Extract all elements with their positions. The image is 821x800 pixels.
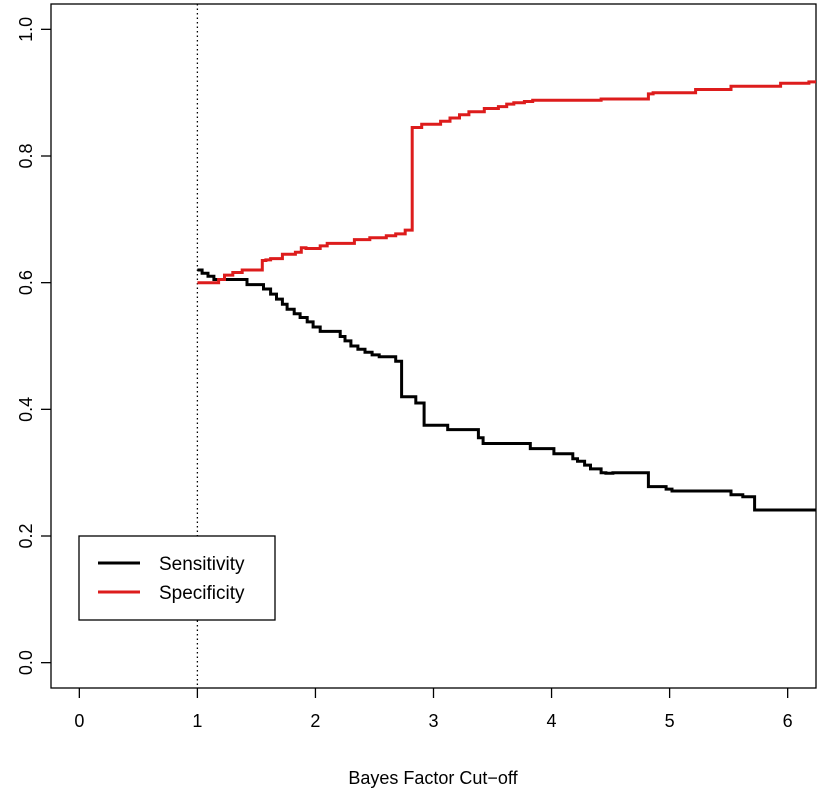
y-tick-label: 0.4 <box>16 397 36 422</box>
y-tick-label: 0.6 <box>16 270 36 295</box>
x-axis-title: Bayes Factor Cut−off <box>348 768 518 788</box>
legend-label-specificity: Specificity <box>159 583 245 604</box>
y-axis: 0.0 0.2 0.4 0.6 0.8 1.0 <box>16 17 51 675</box>
series-line-sensitivity <box>197 268 816 512</box>
x-tick-label: 6 <box>783 711 793 731</box>
x-tick-label: 4 <box>547 711 557 731</box>
series-line-specificity <box>197 80 816 285</box>
y-tick-label: 0.2 <box>16 523 36 548</box>
x-tick-label: 5 <box>665 711 675 731</box>
y-tick-label: 0.0 <box>16 650 36 675</box>
x-axis: 0 1 2 3 4 5 6 <box>74 688 793 731</box>
legend-label-sensitivity: Sensitivity <box>159 554 245 575</box>
legend: Sensitivity Specificity <box>78 535 276 621</box>
x-tick-label: 1 <box>192 711 202 731</box>
x-tick-label: 0 <box>74 711 84 731</box>
x-tick-label: 3 <box>428 711 438 731</box>
x-tick-label: 2 <box>310 711 320 731</box>
y-tick-label: 1.0 <box>16 17 36 42</box>
legend-box <box>78 535 276 621</box>
series-layer <box>197 80 816 512</box>
y-tick-label: 0.8 <box>16 143 36 168</box>
